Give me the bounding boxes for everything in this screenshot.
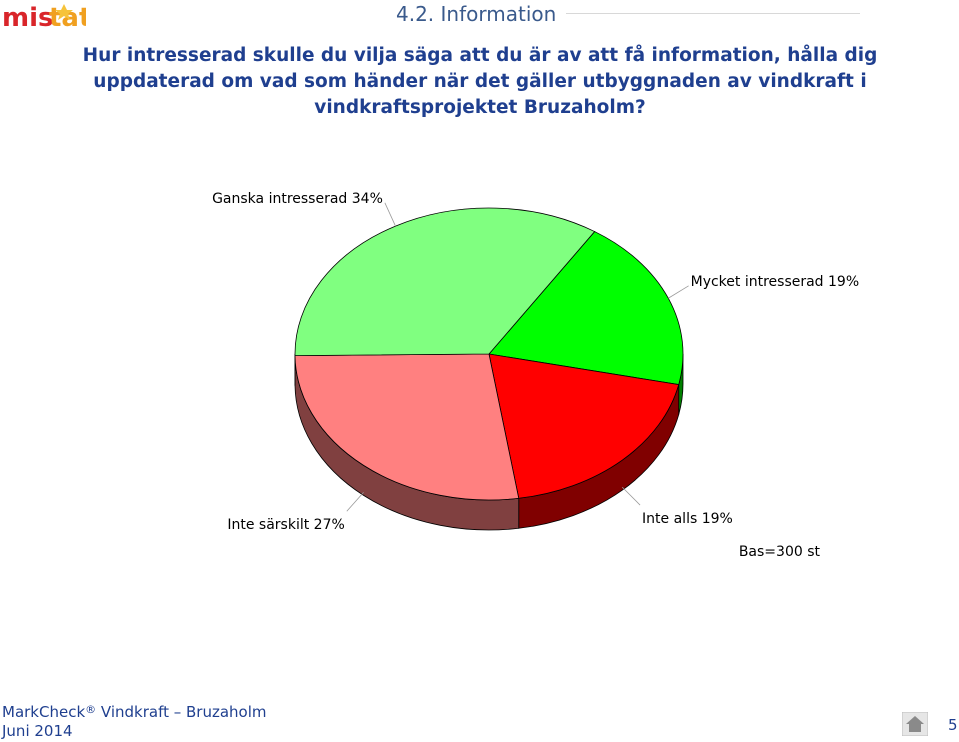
question-text: Hur intresserad skulle du vilja säga att…	[82, 45, 878, 118]
footer-date: Juni 2014	[2, 722, 73, 740]
logo-text-mis: mis	[2, 3, 53, 33]
leader-line-ganska-intresserad	[384, 202, 396, 227]
mistat-logo: mis tat	[2, 3, 86, 33]
footer-project: Vindkraft – Bruzaholm	[96, 703, 267, 721]
leader-line-inte-särskilt	[346, 492, 364, 512]
slice-label-mycket-intresserad: Mycket intresserad 19%	[691, 274, 860, 290]
leader-line-mycket-intresserad	[668, 285, 689, 299]
section-title: 4.2. Information	[396, 2, 557, 26]
pie-slice-inte-alls	[488, 353, 680, 499]
pie-slice-ganska-intresserad	[294, 207, 596, 357]
logo-star-icon	[55, 4, 73, 20]
leader-line-inte-alls	[621, 486, 641, 506]
registered-mark: ®	[85, 703, 97, 716]
pie-slice-mycket-intresserad	[488, 231, 684, 386]
slice-label-ganska-intresserad: Ganska intresserad 34%	[212, 191, 383, 207]
page-number: 5	[948, 716, 958, 734]
home-icon	[906, 716, 924, 732]
footer-brand: MarkCheck® Vindkraft – Bruzaholm	[2, 703, 267, 721]
title-divider	[566, 13, 860, 14]
pie-slice-inte-särskilt	[294, 353, 520, 501]
base-note: Bas=300 st	[739, 544, 821, 560]
slice-label-inte-alls: Inte alls 19%	[642, 511, 733, 527]
slice-label-inte-särskilt: Inte särskilt 27%	[227, 517, 344, 533]
footer-brand-name: MarkCheck	[2, 703, 86, 721]
home-button[interactable]	[902, 712, 928, 736]
